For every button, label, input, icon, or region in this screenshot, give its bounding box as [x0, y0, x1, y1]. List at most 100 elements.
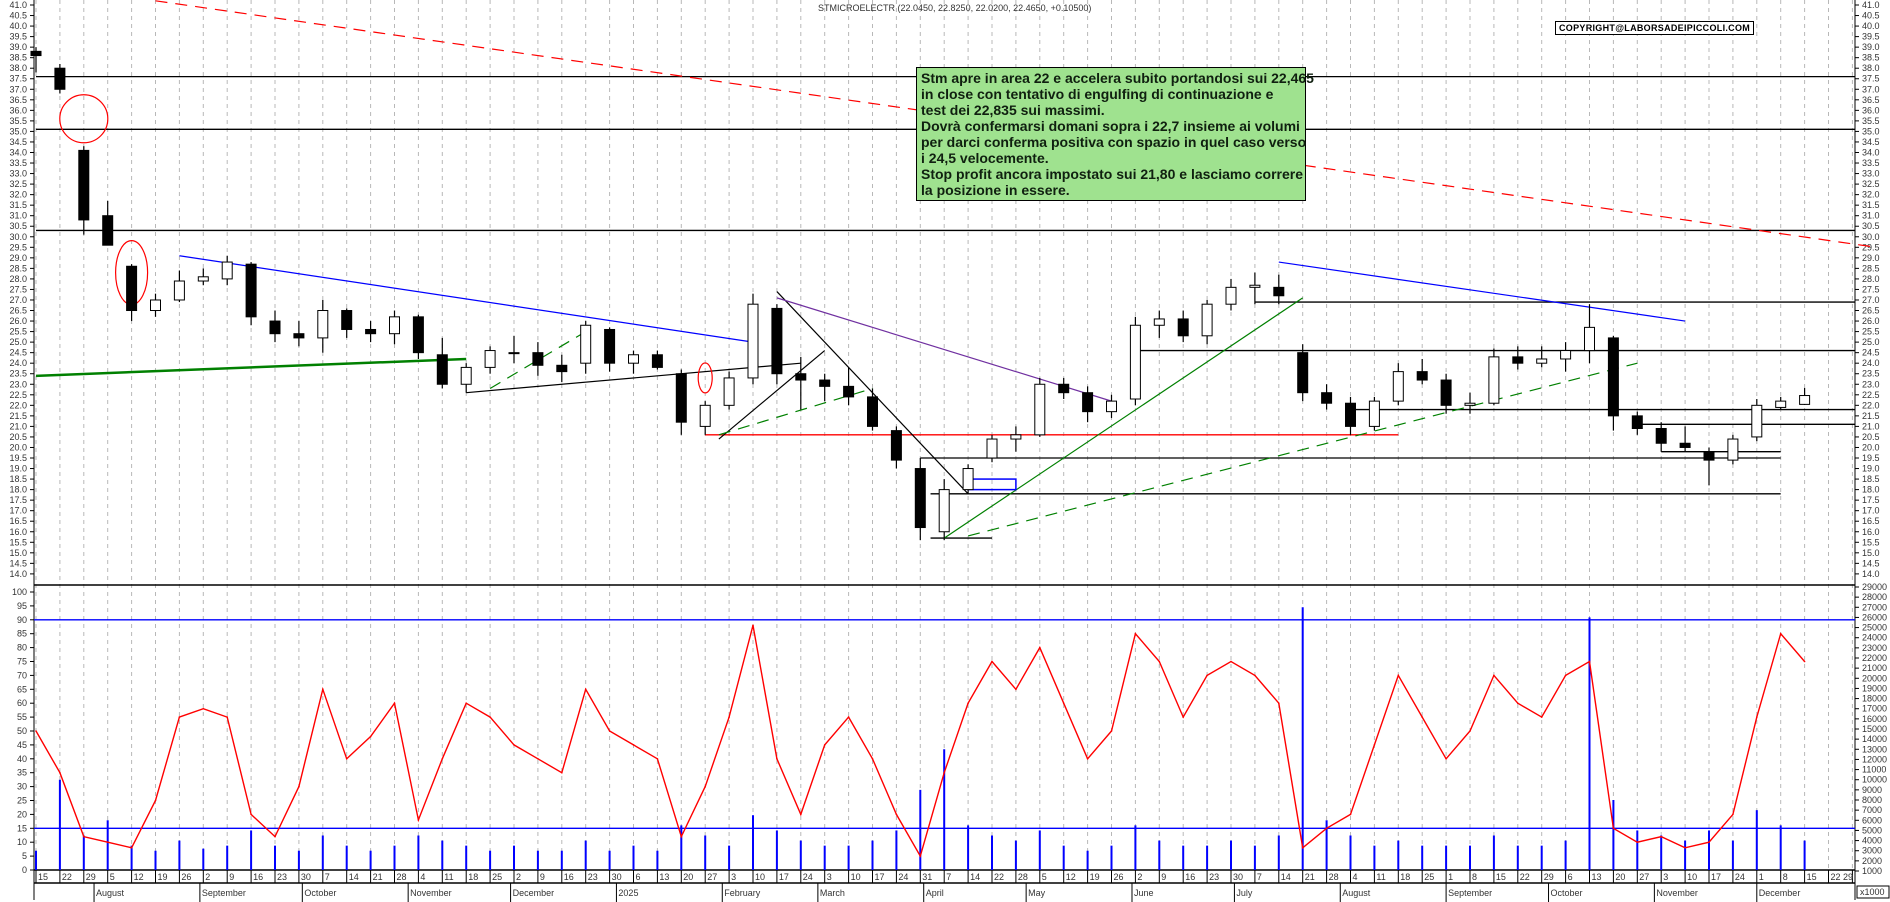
- candle-body: [1177, 318, 1189, 337]
- volume-tick-label: 16000: [1862, 714, 1887, 724]
- oscillator-point: [298, 785, 300, 788]
- date-tick-label: 3: [1663, 872, 1668, 882]
- price-tick-label-left: 20.5: [9, 432, 27, 442]
- oscillator-point: [1086, 758, 1089, 760]
- oscillator-tick-label: 45: [17, 740, 27, 750]
- date-tick-label: 11: [444, 872, 453, 882]
- date-tick-label: 21: [1305, 872, 1315, 882]
- date-tick-label: 18: [468, 872, 478, 882]
- candle-body: [150, 299, 161, 312]
- price-tick-label-right: 19.0: [1862, 464, 1880, 474]
- price-tick-label-right: 18.5: [1862, 474, 1880, 484]
- oscillator-point: [154, 799, 157, 802]
- date-tick-label: 17: [1711, 872, 1721, 882]
- oscillator-point: [130, 846, 133, 849]
- oscillator-point: [1469, 730, 1471, 732]
- oscillator-point: [1254, 674, 1256, 677]
- volume-tick-label: 24000: [1862, 633, 1887, 643]
- candle-body: [747, 303, 759, 379]
- date-tick-label: 1: [1759, 872, 1764, 882]
- trendline: [179, 255, 754, 343]
- oscillator-point: [1373, 744, 1376, 746]
- trendline: [967, 362, 1638, 537]
- price-tick-label-right: 27.0: [1862, 295, 1880, 305]
- price-tick-label-left: 35.5: [9, 116, 27, 126]
- oscillator-point: [322, 688, 324, 691]
- price-tick-label-left: 16.5: [9, 516, 27, 526]
- price-tick-label-left: 34.0: [9, 147, 27, 157]
- candle-body: [102, 215, 114, 246]
- volume-tick-label: 9000: [1862, 785, 1882, 795]
- candle-body: [723, 377, 735, 406]
- month-label: June: [1134, 888, 1154, 898]
- oscillator-tick-label: 100: [12, 587, 27, 597]
- volume-tick-label: 27000: [1862, 602, 1887, 612]
- oscillator-tick-label: 80: [17, 643, 27, 653]
- candle-body: [1488, 356, 1500, 404]
- oscillator-tick-label: 50: [17, 726, 27, 736]
- price-tick-label-right: 22.0: [1862, 400, 1880, 410]
- oscillator-tick-label: 95: [17, 601, 27, 611]
- date-tick-label: 22: [994, 872, 1004, 882]
- date-tick-label: 24: [1735, 872, 1745, 882]
- date-tick-label: 23: [1209, 872, 1219, 882]
- oscillator-point: [83, 835, 85, 838]
- price-tick-label-left: 41.0: [9, 0, 27, 10]
- candle-body: [1368, 400, 1380, 427]
- date-tick-label: 15: [1807, 872, 1817, 882]
- candle-body: [532, 352, 544, 366]
- volume-tick-label: 29000: [1862, 582, 1887, 592]
- date-tick-label: 14: [349, 872, 359, 882]
- price-tick-label-left: 30.5: [9, 221, 27, 231]
- price-tick-label-right: 23.5: [1862, 369, 1880, 379]
- date-tick-label: 23: [588, 872, 598, 882]
- oscillator-point: [800, 813, 802, 816]
- volume-tick-label: 1000: [1862, 866, 1882, 876]
- trendline: [35, 357, 467, 378]
- candle-body: [1703, 451, 1715, 461]
- oscillator-point: [1039, 646, 1041, 649]
- date-tick-label: 15: [38, 872, 48, 882]
- candle-body: [1631, 415, 1643, 430]
- price-tick-label-left: 29.5: [9, 242, 27, 252]
- note-line: Stop profit ancora impostato sui 21,80 e…: [921, 166, 1304, 182]
- price-tick-label-left: 17.0: [9, 506, 27, 516]
- oscillator-point: [1158, 660, 1161, 663]
- candle-body: [1607, 337, 1619, 417]
- candle-body: [1655, 428, 1667, 444]
- price-tick-label-left: 32.0: [9, 190, 27, 200]
- price-tick-label-right: 29.5: [1862, 242, 1880, 252]
- oscillator-point: [1230, 660, 1232, 663]
- volume-tick-label: 17000: [1862, 704, 1887, 714]
- oscillator-point: [1421, 716, 1423, 718]
- price-tick-label-left: 17.5: [9, 495, 27, 505]
- volume-tick-label: 28000: [1862, 592, 1887, 602]
- oscillator-point: [1708, 841, 1710, 843]
- candle-body: [460, 366, 472, 385]
- date-tick-label: 22: [1831, 872, 1841, 882]
- price-tick-label-left: 22.5: [9, 390, 27, 400]
- month-label: March: [820, 888, 845, 898]
- price-tick-label-left: 14.5: [9, 558, 27, 568]
- price-tick-label-left: 29.0: [9, 253, 27, 263]
- date-tick-label: 19: [1090, 872, 1100, 882]
- candle-body: [1799, 395, 1811, 405]
- price-tick-label-right: 19.5: [1862, 453, 1880, 463]
- oscillator-point: [1732, 813, 1734, 816]
- oscillator-point: [847, 716, 850, 718]
- month-label: September: [1448, 888, 1492, 898]
- price-tick-label-right: 40.0: [1862, 21, 1880, 31]
- date-tick-label: 16: [1185, 872, 1195, 882]
- price-tick-label-right: 17.0: [1862, 506, 1880, 516]
- date-tick-label: 22: [1520, 872, 1530, 882]
- oscillator-tick-label: 60: [17, 698, 27, 708]
- price-tick-label-left: 40.0: [9, 21, 27, 31]
- oscillator-point: [1588, 660, 1591, 663]
- price-tick-label-left: 15.0: [9, 548, 27, 558]
- price-tick-label-left: 28.5: [9, 263, 27, 273]
- candle-body: [580, 324, 592, 364]
- price-tick-label-right: 25.5: [1862, 327, 1880, 337]
- candle-body: [962, 468, 974, 491]
- price-tick-label-right: 15.0: [1862, 548, 1880, 558]
